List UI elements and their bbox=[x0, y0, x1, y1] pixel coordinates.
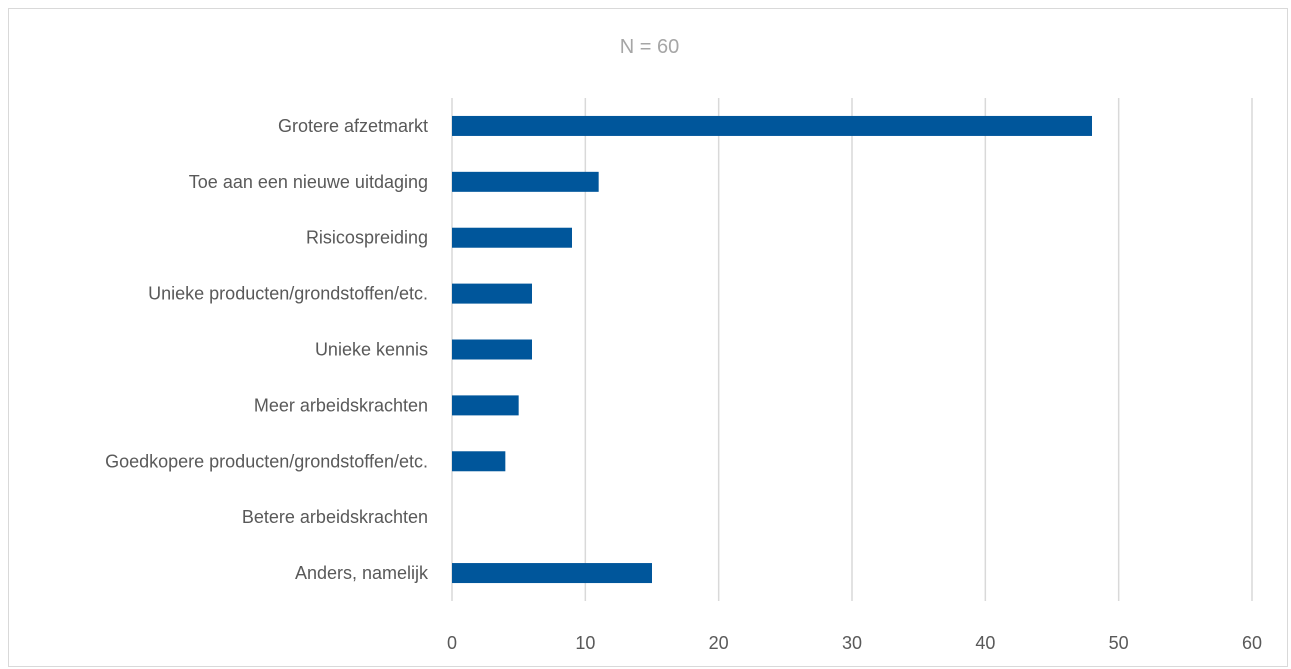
x-tick-label: 30 bbox=[842, 633, 862, 653]
x-tick-label: 10 bbox=[575, 633, 595, 653]
category-label: Meer arbeidskrachten bbox=[254, 395, 428, 415]
bars bbox=[452, 115, 1092, 584]
category-label: Toe aan een nieuwe uitdaging bbox=[189, 172, 428, 192]
category-label: Risicospreiding bbox=[306, 228, 428, 248]
x-axis-tick-labels: 0 10 20 30 40 50 60 bbox=[447, 633, 1262, 653]
x-tick-label: 0 bbox=[447, 633, 457, 653]
bar bbox=[452, 171, 599, 192]
category-labels: Grotere afzetmarkt Toe aan een nieuwe uit… bbox=[105, 116, 429, 583]
category-label: Goedkopere producten/grondstoffen/etc. bbox=[105, 451, 428, 471]
category-label: Betere arbeidskrachten bbox=[242, 507, 428, 527]
bar bbox=[452, 283, 532, 304]
category-label: Anders, namelijk bbox=[295, 563, 429, 583]
bar bbox=[452, 395, 519, 416]
chart-title: N = 60 bbox=[619, 36, 680, 58]
bar bbox=[452, 563, 652, 584]
x-tick-label: 50 bbox=[1109, 633, 1129, 653]
category-label: Unieke kennis bbox=[315, 340, 428, 360]
x-tick-label: 20 bbox=[709, 633, 729, 653]
category-label: Unieke producten/grondstoffen/etc. bbox=[148, 284, 428, 304]
bar bbox=[452, 227, 572, 248]
bar bbox=[452, 115, 1092, 136]
category-label: Grotere afzetmarkt bbox=[278, 116, 428, 136]
bar bbox=[452, 339, 532, 360]
x-tick-label: 40 bbox=[975, 633, 995, 653]
bar bbox=[452, 451, 506, 472]
x-tick-label: 60 bbox=[1242, 633, 1262, 653]
